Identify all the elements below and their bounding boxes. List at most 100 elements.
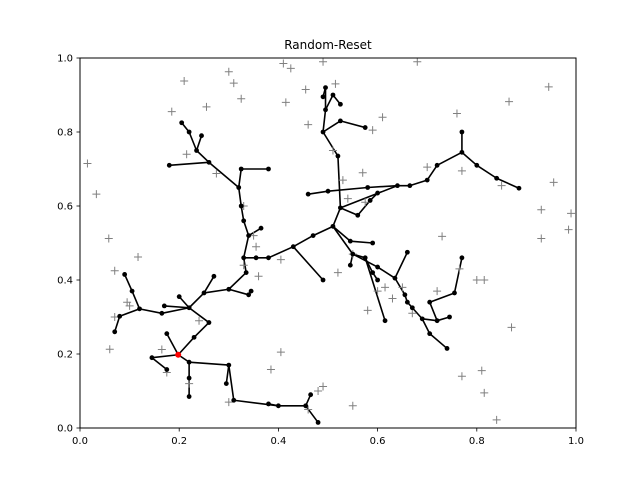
tree-node <box>350 251 356 257</box>
tree-edge <box>195 149 210 164</box>
tree-node <box>362 255 368 261</box>
tree-node <box>166 162 172 168</box>
sample-point <box>281 98 290 107</box>
tree-edge <box>188 131 198 152</box>
tree-edge <box>228 364 235 402</box>
x-tick-label: 0.4 <box>270 436 286 447</box>
tree-node <box>395 183 400 189</box>
sample-point <box>507 323 516 332</box>
sample-point <box>564 225 573 234</box>
sample-point <box>105 345 114 354</box>
sample-point <box>348 401 357 410</box>
sample-point <box>319 382 328 391</box>
sample-point <box>328 146 337 155</box>
sample-point <box>549 178 558 187</box>
tree-node <box>392 275 398 281</box>
sample-point <box>167 107 176 116</box>
tree-node <box>427 331 433 337</box>
tree-edge <box>188 292 205 309</box>
sample-point <box>157 345 166 354</box>
tree-node <box>186 305 192 311</box>
tree-edge <box>240 205 245 222</box>
x-tick-label: 0.0 <box>72 436 88 447</box>
sample-point <box>180 76 189 85</box>
tree-node <box>186 359 192 365</box>
sample-point <box>480 388 489 397</box>
sample-point <box>452 109 461 118</box>
tree-node <box>276 403 281 409</box>
tree-node <box>347 238 353 244</box>
sample-point <box>472 276 481 284</box>
tree-edge <box>421 318 431 335</box>
sample-point <box>368 126 377 135</box>
tree-node <box>474 162 480 168</box>
tree-node <box>241 255 247 261</box>
tree-edge <box>208 161 240 189</box>
tree-edge <box>332 225 354 255</box>
sample-point <box>185 379 194 388</box>
tree-edge <box>138 308 163 315</box>
tree-edge <box>411 306 424 320</box>
sample-point <box>361 198 370 207</box>
sample-point <box>408 309 417 318</box>
tree-edge <box>113 315 121 333</box>
tree-edge <box>225 364 230 385</box>
tree-node <box>243 270 249 275</box>
tree-edge <box>168 161 210 167</box>
y-tick-label: 0.0 <box>57 424 73 435</box>
tree-node <box>186 375 192 381</box>
tree-node <box>325 188 331 194</box>
tree-node <box>246 233 252 239</box>
x-tick-label: 1.0 <box>568 436 584 447</box>
tree-node <box>194 148 199 153</box>
sample-point <box>134 253 143 262</box>
sample-point <box>455 264 464 273</box>
tree-node <box>320 129 326 135</box>
tree-node <box>424 177 430 183</box>
sample-point <box>438 232 447 241</box>
tree-edge <box>267 245 295 259</box>
chart-title: Random-Reset <box>284 38 372 52</box>
tree-node <box>367 198 373 203</box>
sample-point <box>286 64 295 73</box>
tree-node <box>375 277 380 283</box>
tree-node <box>238 203 244 209</box>
tree-node <box>362 125 368 130</box>
tree-edge <box>242 220 250 237</box>
tree-node <box>452 290 457 296</box>
sample-point <box>314 387 323 395</box>
tree-node <box>323 85 328 90</box>
tree-node <box>419 316 425 322</box>
tree-edge <box>475 164 498 180</box>
tree-node <box>238 166 244 172</box>
sample-point <box>212 169 221 178</box>
x-axis: 0.0 0.2 0.4 0.6 0.8 1.0 <box>72 428 584 447</box>
tree-node <box>248 288 254 294</box>
sample-point <box>537 205 546 214</box>
tree-node <box>320 277 326 283</box>
tree-node <box>191 334 197 340</box>
sample-point <box>276 348 285 357</box>
sample-point <box>254 272 263 281</box>
tree-node <box>149 355 155 361</box>
tree-node <box>370 270 376 275</box>
sample-point <box>202 102 211 111</box>
tree-node <box>407 183 413 189</box>
tree-node <box>290 244 296 250</box>
tree-node <box>164 367 170 372</box>
tree-node <box>241 218 247 224</box>
sample-point <box>92 190 101 199</box>
tree-edge <box>349 240 374 244</box>
tree-node <box>226 362 232 368</box>
sample-point <box>537 234 546 243</box>
tree-edge <box>228 288 250 296</box>
tree-edge <box>376 266 396 279</box>
tree-edge <box>421 318 438 322</box>
tree-node <box>258 225 264 231</box>
tree-node <box>176 294 182 300</box>
tree-edge <box>237 168 242 189</box>
tree-node <box>161 303 167 309</box>
tree-edge <box>453 256 463 294</box>
tree-edge <box>366 184 399 189</box>
tree-node <box>164 331 170 337</box>
